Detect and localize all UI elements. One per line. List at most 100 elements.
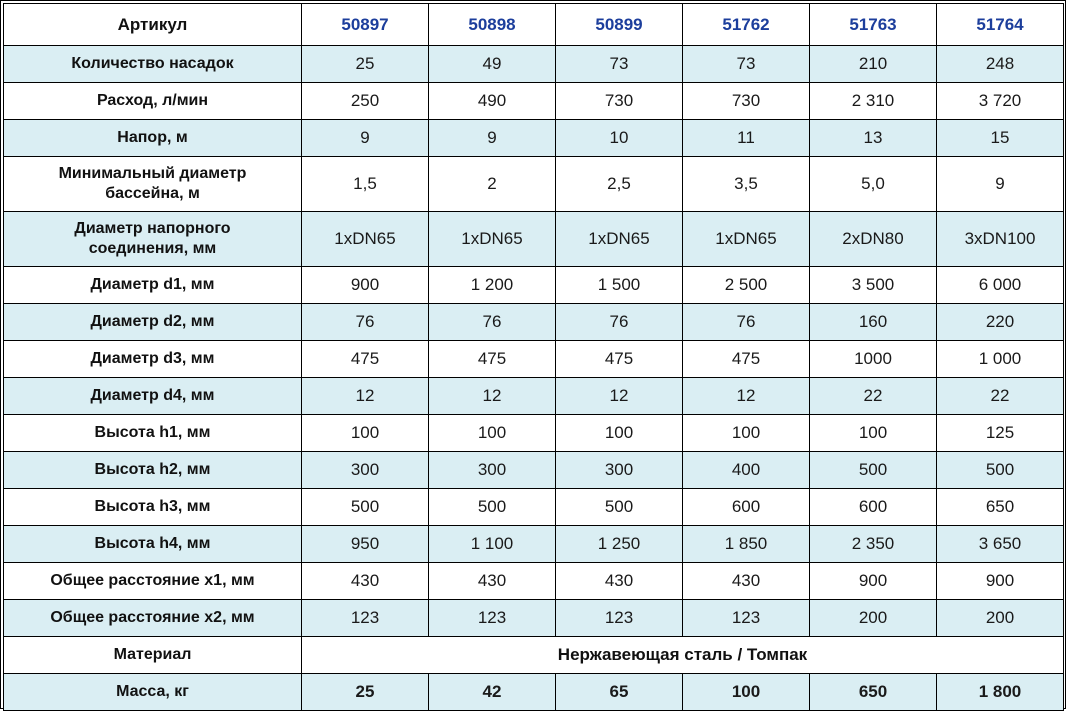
- value-cell: 1xDN65: [555, 211, 683, 267]
- value-cell: 123: [301, 599, 429, 637]
- value-cell: 1 500: [555, 266, 683, 304]
- value-cell: 1,5: [301, 156, 429, 212]
- value-cell: 25: [301, 45, 429, 83]
- row-label: Масса, кг: [3, 673, 302, 711]
- value-cell: 2xDN80: [809, 211, 937, 267]
- value-cell: 13: [809, 119, 937, 157]
- value-cell: 6 000: [936, 266, 1064, 304]
- value-cell: 950: [301, 525, 429, 563]
- value-cell: 900: [936, 562, 1064, 600]
- value-cell: 2 350: [809, 525, 937, 563]
- value-cell: 1xDN65: [301, 211, 429, 267]
- value-cell: 11: [682, 119, 810, 157]
- table-row: Диаметр d2, мм 76 76 76 76 160 220: [3, 303, 1064, 341]
- value-cell: 42: [428, 673, 556, 711]
- value-cell: 100: [555, 414, 683, 452]
- value-cell: 160: [809, 303, 937, 341]
- table-row: Общее расстояние x2, мм 123 123 123 123 200 20…: [3, 599, 1064, 637]
- value-cell: 500: [809, 451, 937, 489]
- table-row: Масса, кг 25 42 65 100 650 1 800: [3, 673, 1064, 711]
- value-cell: 1xDN65: [682, 211, 810, 267]
- row-label: Высота h3, мм: [3, 488, 302, 526]
- value-cell: 300: [301, 451, 429, 489]
- value-cell: 500: [428, 488, 556, 526]
- table-row: Диаметр d3, мм 475 475 475 475 1000 1 000: [3, 340, 1064, 378]
- row-label: Диаметр d2, мм: [3, 303, 302, 341]
- value-cell: 2,5: [555, 156, 683, 212]
- value-cell: 22: [936, 377, 1064, 415]
- value-cell: 650: [936, 488, 1064, 526]
- value-cell: 3 500: [809, 266, 937, 304]
- value-cell: 248: [936, 45, 1064, 83]
- table-row: Высота h1, мм 100 100 100 100 100 125: [3, 414, 1064, 452]
- table-row: Диаметр напорного соединения, мм 1xDN65 1x…: [3, 211, 1064, 267]
- value-cell: 900: [809, 562, 937, 600]
- value-cell: 100: [682, 673, 810, 711]
- value-cell: 125: [936, 414, 1064, 452]
- table-row: Высота h3, мм 500 500 500 600 600 650: [3, 488, 1064, 526]
- value-cell: 123: [555, 599, 683, 637]
- value-cell: 1 100: [428, 525, 556, 563]
- row-label: Высота h2, мм: [3, 451, 302, 489]
- table-row: Расход, л/мин 250 490 730 730 2 310 3 720: [3, 82, 1064, 120]
- value-cell: 15: [936, 119, 1064, 157]
- value-cell: 500: [301, 488, 429, 526]
- value-cell: 3 720: [936, 82, 1064, 120]
- value-cell: 73: [555, 45, 683, 83]
- value-cell: 900: [301, 266, 429, 304]
- value-cell: 9: [301, 119, 429, 157]
- value-cell: 76: [555, 303, 683, 341]
- value-cell: 1 200: [428, 266, 556, 304]
- value-cell: 490: [428, 82, 556, 120]
- value-cell: 10: [555, 119, 683, 157]
- value-cell: 430: [301, 562, 429, 600]
- value-cell: 730: [682, 82, 810, 120]
- value-cell: 76: [428, 303, 556, 341]
- value-cell: 76: [301, 303, 429, 341]
- table-row: Напор, м 9 9 10 11 13 15: [3, 119, 1064, 157]
- article-header-cell: 50899: [555, 3, 683, 46]
- value-cell: 22: [809, 377, 937, 415]
- value-cell: 210: [809, 45, 937, 83]
- value-cell: 500: [936, 451, 1064, 489]
- table-row: Диаметр d4, мм 12 12 12 12 22 22: [3, 377, 1064, 415]
- table-row: Диаметр d1, мм 900 1 200 1 500 2 500 3 500 6 0…: [3, 266, 1064, 304]
- value-cell: 500: [555, 488, 683, 526]
- value-cell: 3xDN100: [936, 211, 1064, 267]
- value-cell: 600: [809, 488, 937, 526]
- row-label: Высота h1, мм: [3, 414, 302, 452]
- article-header-cell: 51762: [682, 3, 810, 46]
- spec-table: Артикул 50897 50898 50899 51762 51763 51…: [3, 3, 1064, 711]
- row-label: Высота h4, мм: [3, 525, 302, 563]
- row-label: Материал: [3, 636, 302, 674]
- value-cell: 300: [428, 451, 556, 489]
- value-cell: 9: [428, 119, 556, 157]
- value-cell: 220: [936, 303, 1064, 341]
- value-cell: 12: [682, 377, 810, 415]
- article-header-cell: 50898: [428, 3, 556, 46]
- article-header-cell: 51763: [809, 3, 937, 46]
- value-cell: 475: [682, 340, 810, 378]
- value-cell: 430: [428, 562, 556, 600]
- value-cell: 300: [555, 451, 683, 489]
- article-header-cell: 51764: [936, 3, 1064, 46]
- value-cell: 430: [682, 562, 810, 600]
- value-cell: 250: [301, 82, 429, 120]
- table-row: Высота h4, мм 950 1 100 1 250 1 850 2 350 3 65…: [3, 525, 1064, 563]
- row-label: Количество насадок: [3, 45, 302, 83]
- value-cell: 475: [428, 340, 556, 378]
- value-cell: 100: [301, 414, 429, 452]
- value-cell: 2 310: [809, 82, 937, 120]
- table-row: Материал Нержавеющая сталь / Томпак: [3, 636, 1064, 674]
- value-cell: 100: [682, 414, 810, 452]
- value-cell: 3,5: [682, 156, 810, 212]
- value-cell: 12: [428, 377, 556, 415]
- row-label: Общее расстояние x1, мм: [3, 562, 302, 600]
- row-label: Диаметр напорного соединения, мм: [3, 211, 302, 267]
- value-cell: 12: [301, 377, 429, 415]
- value-cell: 400: [682, 451, 810, 489]
- value-cell: 430: [555, 562, 683, 600]
- row-label: Расход, л/мин: [3, 82, 302, 120]
- row-label: Диаметр d1, мм: [3, 266, 302, 304]
